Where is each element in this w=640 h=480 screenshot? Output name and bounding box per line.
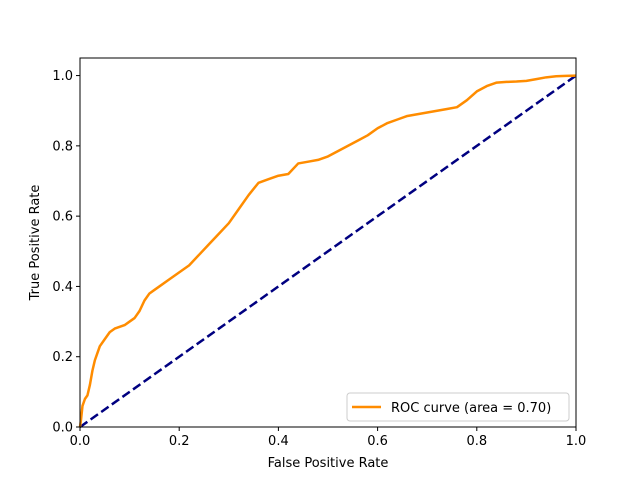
series-layer <box>78 74 577 429</box>
x-tick-label: 0.2 <box>169 434 190 449</box>
plot-area <box>80 58 576 427</box>
y-tick-label: 0.8 <box>52 139 73 154</box>
axes-frame <box>79 57 577 428</box>
y-tick-label: 0.6 <box>52 210 73 225</box>
y-axis-label: True Positive Rate <box>28 185 43 302</box>
x-tick-label: 0.6 <box>367 434 388 449</box>
tick-layer: 0.0 0.2 0.4 0.6 0.8 1.0 0.0 0.2 0.4 0.6 0.8 1.0 <box>52 69 586 449</box>
legend-label-roc: ROC curve (area = 0.70) <box>391 401 551 416</box>
y-tick-label: 1.0 <box>52 69 73 84</box>
x-tick-label: 1.0 <box>566 434 587 449</box>
y-tick-label: 0.0 <box>52 421 73 436</box>
diagonal-reference-line <box>79 74 577 429</box>
y-tick-label: 0.4 <box>52 280 73 295</box>
legend-box <box>346 392 570 422</box>
roc-curve-line <box>78 74 577 428</box>
x-axis-label: False Positive Rate <box>268 456 389 471</box>
x-tick-label: 0.0 <box>70 434 91 449</box>
x-tick-label: 0.8 <box>466 434 487 449</box>
legend: ROC curve (area = 0.70) <box>346 392 570 422</box>
x-tick-label: 0.4 <box>268 434 289 449</box>
y-tick-label: 0.2 <box>52 350 73 365</box>
